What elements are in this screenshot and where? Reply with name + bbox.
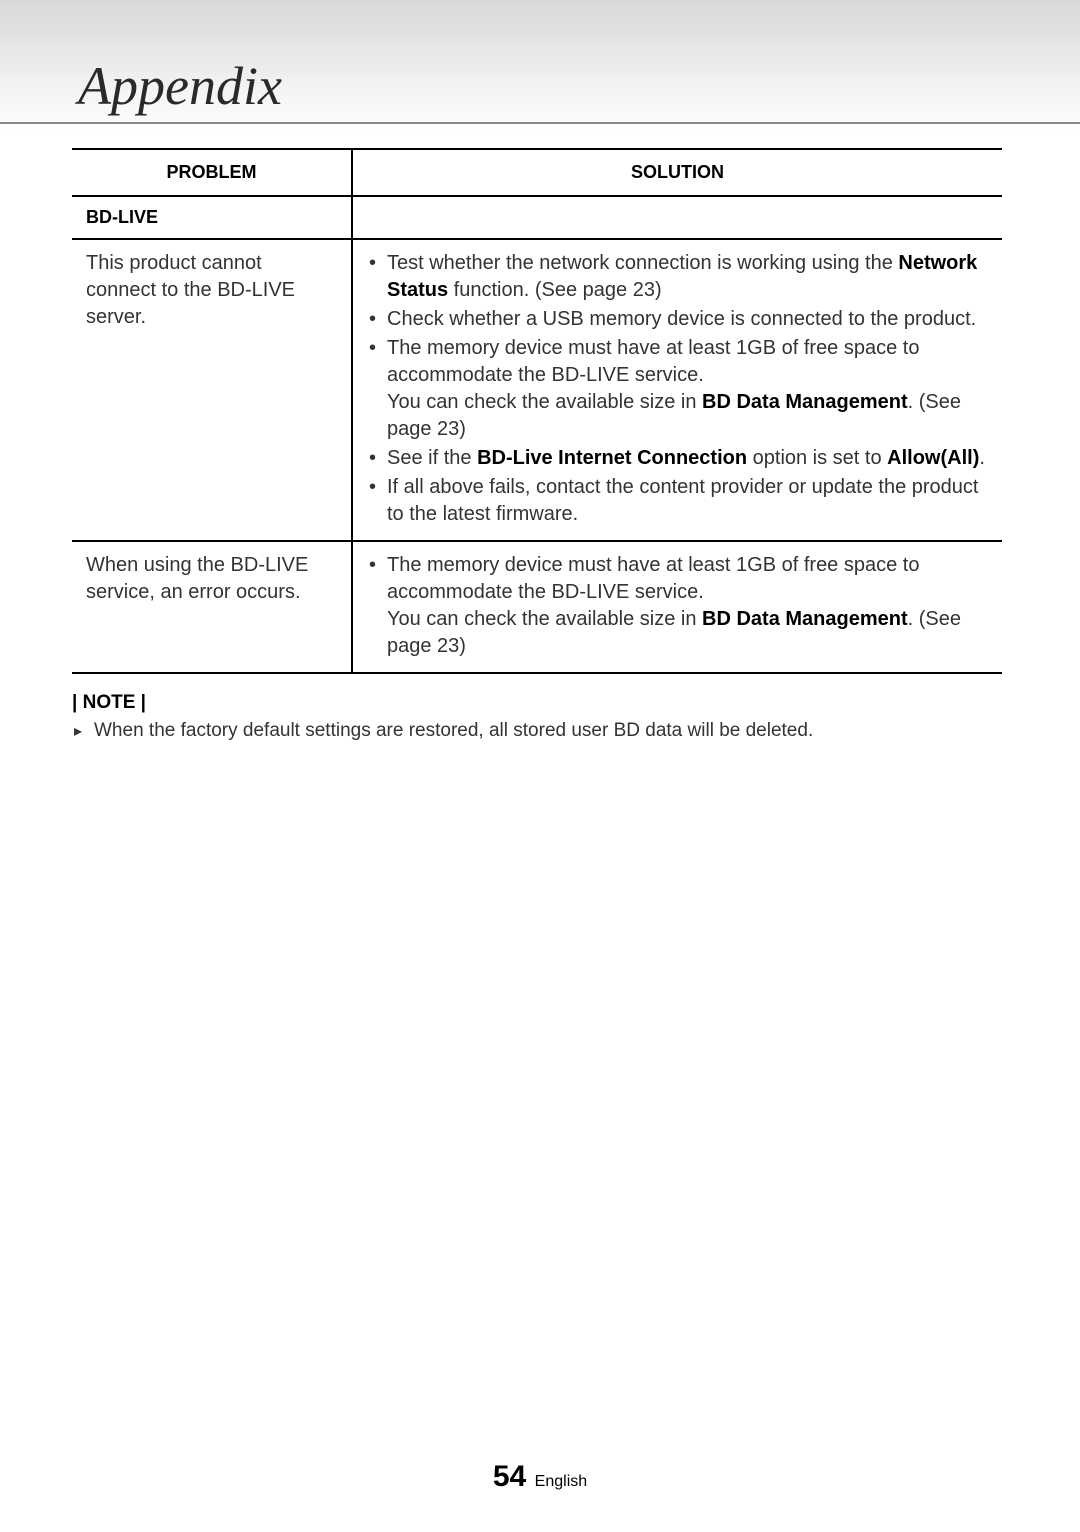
header-problem: PROBLEM — [72, 149, 352, 196]
subheader-empty — [352, 196, 1002, 239]
note-label: | NOTE | — [72, 692, 1002, 714]
problem-cell-0: This product cannot connect to the BD-LI… — [72, 239, 352, 541]
page-content: PROBLEM SOLUTION BD-LIVE This product ca… — [72, 148, 1002, 742]
note-section: | NOTE | When the factory default settin… — [72, 692, 1002, 742]
page-footer: 54 English — [0, 1460, 1080, 1494]
table-row: This product cannot connect to the BD-LI… — [72, 239, 1002, 541]
table-row: When using the BD-LIVE service, an error… — [72, 541, 1002, 673]
subheader-bdlive: BD-LIVE — [72, 196, 352, 239]
table-subheader-row: BD-LIVE — [72, 196, 1002, 239]
table-header-row: PROBLEM SOLUTION — [72, 149, 1002, 196]
page-language: English — [535, 1473, 587, 1490]
header-solution: SOLUTION — [352, 149, 1002, 196]
solution-cell-1: The memory device must have at least 1GB… — [352, 541, 1002, 673]
title-underline — [0, 122, 1080, 124]
troubleshooting-table: PROBLEM SOLUTION BD-LIVE This product ca… — [72, 148, 1002, 674]
section-title: Appendix — [78, 55, 282, 117]
solution-cell-0: Test whether the network connection is w… — [352, 239, 1002, 541]
note-text: When the factory default settings are re… — [72, 720, 1002, 742]
page-number: 54 — [493, 1460, 526, 1493]
problem-cell-1: When using the BD-LIVE service, an error… — [72, 541, 352, 673]
